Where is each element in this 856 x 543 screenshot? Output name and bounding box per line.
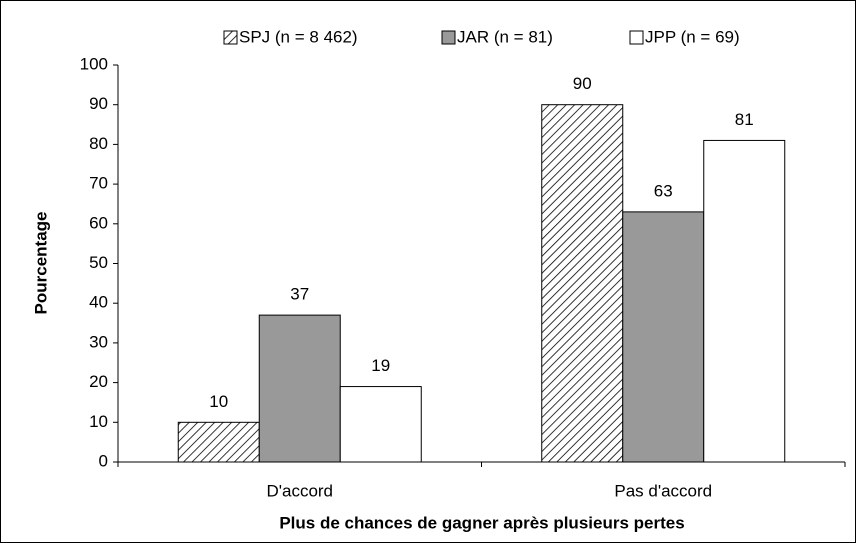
bar [339,386,422,463]
bar [703,139,786,463]
y-tick-label: 20 [89,372,108,391]
bar [177,421,260,463]
data-label: 90 [573,74,592,93]
y-tick-label: 40 [89,293,108,312]
legend-swatch [629,30,644,45]
data-label: 63 [654,181,673,200]
y-tick-label: 10 [89,412,108,431]
data-label: 10 [209,392,228,411]
bar [258,314,341,463]
bar [622,211,705,463]
legend-swatch [223,30,238,45]
y-tick-label: 0 [99,451,108,470]
y-tick-label: 100 [80,54,108,73]
y-tick-label: 60 [89,213,108,232]
x-tick-label: Pas d'accord [614,481,712,500]
y-tick-label: 80 [89,134,108,153]
data-label: 19 [371,356,390,375]
y-tick-label: 50 [89,253,108,272]
data-label: 37 [290,285,309,304]
x-tick-label: D'accord [266,481,333,500]
y-tick-label: 30 [89,332,108,351]
legend-swatch [441,30,456,45]
bar [541,104,624,463]
y-tick-label: 70 [89,174,108,193]
x-axis-label: Plus de chances de gagner après plusieur… [279,513,684,532]
legend-label: JAR (n = 81) [457,27,553,46]
legend-label: SPJ (n = 8 462) [239,27,358,46]
y-tick-label: 90 [89,94,108,113]
data-label: 81 [735,110,754,129]
y-axis-label: Pourcentage [31,212,50,315]
legend-label: JPP (n = 69) [645,27,740,46]
